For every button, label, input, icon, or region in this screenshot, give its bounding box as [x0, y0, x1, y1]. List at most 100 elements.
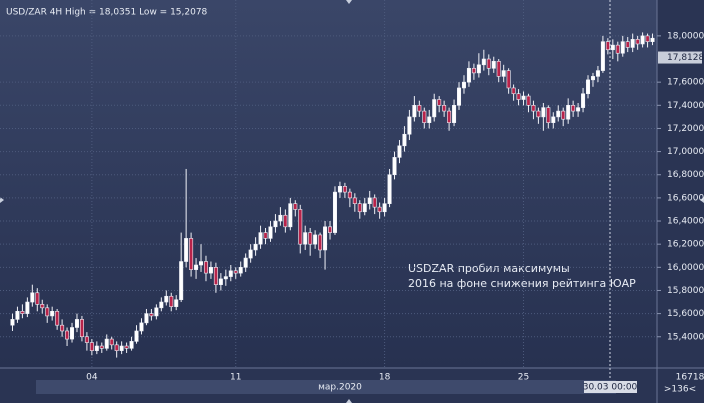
scroll-count[interactable]: >136<	[664, 385, 696, 395]
candle-body	[298, 209, 303, 245]
candle-body	[134, 330, 139, 342]
candle-body	[238, 267, 243, 274]
candle-body	[506, 70, 511, 89]
candle-body	[452, 105, 457, 123]
candle-body	[60, 324, 65, 332]
candle-body	[561, 110, 566, 120]
candle-body	[367, 197, 372, 204]
candle-body	[466, 67, 471, 83]
candle-body	[432, 99, 437, 118]
candle-body	[412, 105, 417, 118]
candle-body	[511, 87, 516, 95]
candle-body	[625, 41, 630, 48]
candle-body	[427, 116, 432, 123]
candle-body	[194, 264, 199, 270]
candle-body	[99, 345, 104, 349]
candle-body	[273, 220, 278, 228]
candle-body	[402, 133, 407, 147]
candle-body	[521, 95, 526, 100]
candle-body	[308, 232, 313, 245]
y-tick-label: 16,80000	[667, 170, 704, 180]
candle-body	[645, 35, 650, 42]
candle-body	[571, 105, 576, 112]
candle-body	[119, 345, 124, 351]
candle-body	[352, 197, 357, 204]
candle-body	[595, 70, 600, 77]
y-tick-label: 17,40000	[667, 101, 704, 111]
candle-body	[471, 67, 476, 74]
candle-body	[457, 87, 462, 106]
candle-body	[139, 322, 144, 332]
candle-body	[79, 319, 84, 338]
candle-body	[288, 203, 293, 228]
y-tick-label: 15,80000	[667, 286, 704, 296]
marker	[346, 399, 352, 403]
candle-body	[422, 110, 427, 123]
candle-body	[476, 64, 481, 74]
candle-body	[437, 99, 442, 106]
candle-body	[45, 307, 50, 317]
x-axis-label: мар.2020	[318, 383, 362, 393]
candle-body	[362, 203, 367, 213]
last-price-box	[658, 51, 702, 64]
candle-body	[179, 261, 184, 301]
annotation: USDZAR пробил максимумы	[408, 262, 570, 275]
candle-body	[104, 338, 109, 349]
candle-body	[337, 186, 342, 193]
candle-body	[243, 257, 248, 268]
candle-body	[144, 313, 149, 324]
candle-body	[65, 330, 70, 340]
candle-body	[610, 44, 615, 51]
candle-body	[357, 203, 362, 213]
crosshair-label: 30.03 00:00	[583, 383, 638, 393]
crosshair-label-box	[584, 381, 637, 393]
y-tick-label: 17,60000	[667, 78, 704, 88]
candle-body	[590, 76, 595, 81]
candle-body	[397, 145, 402, 158]
y-tick-label: 17,20000	[667, 124, 704, 134]
x-tick-label: 04	[86, 373, 98, 383]
candle-body	[541, 107, 546, 118]
candle-body	[268, 226, 273, 239]
candle-body	[600, 41, 605, 71]
scroll-bar[interactable]	[36, 380, 616, 394]
candle-body	[586, 79, 591, 95]
marker	[346, 0, 352, 4]
last-price-label: 17,81280	[667, 53, 704, 63]
candle-body	[124, 345, 129, 349]
marker	[700, 197, 704, 203]
candle-body	[615, 44, 620, 54]
candle-body	[213, 267, 218, 285]
candle-body	[218, 278, 223, 285]
candle-body	[40, 304, 45, 309]
x-tick-label: 18	[379, 373, 391, 383]
candle-body	[382, 203, 387, 213]
candle-body	[149, 313, 154, 317]
candle-body	[253, 243, 258, 251]
candle-body	[581, 93, 586, 108]
candle-body	[293, 203, 298, 210]
candle-body	[536, 110, 541, 118]
candle-body	[491, 61, 496, 69]
candle-body	[526, 95, 531, 106]
candle-body	[258, 232, 263, 245]
candle-body	[94, 345, 99, 351]
candle-body	[392, 157, 397, 176]
candle-body	[407, 116, 412, 135]
candle-body	[20, 310, 25, 314]
candle-body	[25, 301, 30, 314]
candle-body	[377, 206, 382, 213]
candle-body	[89, 342, 94, 351]
plot-area	[0, 0, 657, 368]
candle-body	[208, 267, 213, 274]
candle-body	[442, 105, 447, 112]
candle-body	[84, 336, 89, 343]
candle-body	[114, 344, 119, 351]
candle-body	[30, 292, 35, 303]
candle-body	[10, 319, 15, 326]
y-tick-label: 15,40000	[667, 332, 704, 342]
candle-body	[199, 261, 204, 266]
